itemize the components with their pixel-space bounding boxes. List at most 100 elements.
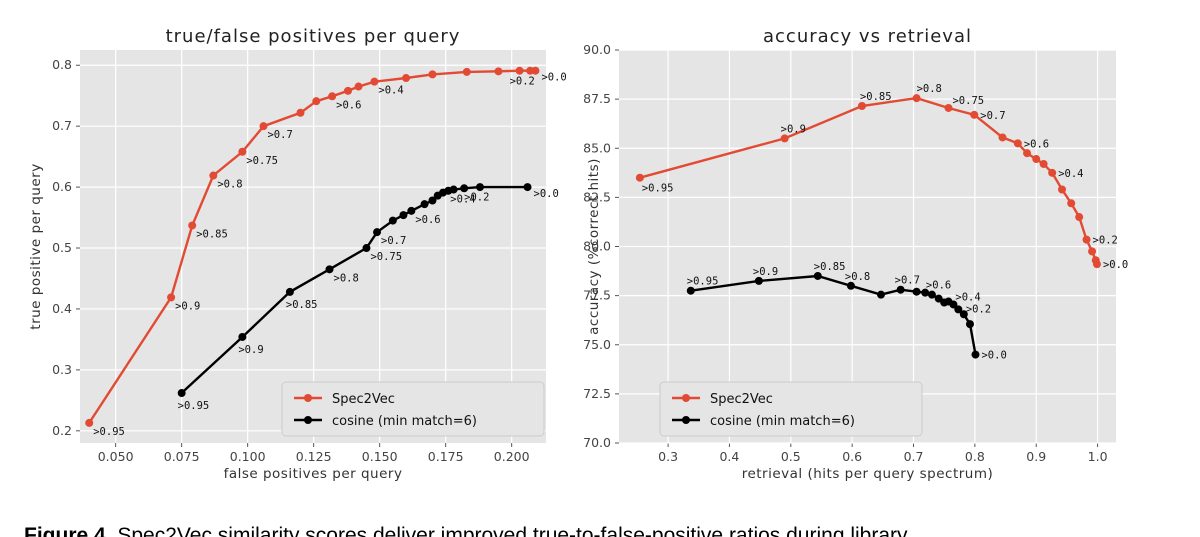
- data-point: [1067, 199, 1076, 208]
- data-point: [965, 320, 974, 329]
- data-point: [846, 281, 855, 290]
- y-tick-label: 0.7: [52, 118, 72, 133]
- data-point: [328, 92, 337, 101]
- caption-label: Figure 4.: [24, 524, 112, 537]
- data-point: [1058, 185, 1067, 194]
- data-point: [998, 133, 1007, 142]
- data-point: [927, 290, 936, 299]
- y-tick-label: 90.0: [583, 42, 611, 57]
- data-point: [1032, 155, 1041, 164]
- threshold-label: >0.6: [1024, 138, 1049, 150]
- data-point: [475, 183, 484, 192]
- data-point: [1013, 139, 1022, 148]
- x-tick-label: 0.6: [842, 449, 862, 464]
- y-tick-label: 85.0: [583, 140, 611, 155]
- threshold-label: >0.8: [334, 272, 359, 284]
- threshold-label: >0.4: [955, 291, 980, 303]
- x-tick-label: 0.8: [965, 449, 985, 464]
- data-point: [1088, 247, 1097, 256]
- y-tick-label: 80.0: [583, 239, 611, 254]
- data-point: [85, 418, 94, 427]
- y-tick-label: 72.5: [583, 386, 611, 401]
- y-tick-label: 0.4: [52, 301, 72, 316]
- threshold-label: >0.4: [378, 85, 403, 97]
- data-point: [420, 200, 429, 209]
- data-point: [188, 221, 197, 230]
- threshold-label: >0.0: [541, 72, 566, 84]
- y-tick-label: 0.6: [52, 179, 72, 194]
- data-point: [399, 211, 408, 220]
- data-point: [934, 294, 943, 303]
- threshold-label: >0.6: [415, 214, 440, 226]
- series-cosine: >0.95 >0.9 >0.85>0.8 >0.7 >0.6 >0.4>0.2 >0.0: [686, 261, 1007, 362]
- threshold-label: >0.4: [450, 194, 475, 206]
- data-point: [285, 287, 294, 296]
- x-tick-label: 0.075: [164, 449, 200, 464]
- x-tick-label: 0.175: [428, 449, 464, 464]
- threshold-label: >0.95: [687, 276, 719, 288]
- data-point: [857, 102, 866, 111]
- threshold-label: >0.2: [966, 303, 991, 315]
- x-tick-label: 0.4: [719, 449, 739, 464]
- data-point: [428, 196, 437, 205]
- data-point: [362, 244, 371, 253]
- threshold-label: >0.8: [217, 179, 242, 191]
- threshold-label: >0.8: [917, 83, 942, 95]
- data-point: [1023, 149, 1032, 158]
- y-tick-label: 77.5: [583, 288, 611, 303]
- plot-background: [80, 50, 546, 443]
- data-point: [971, 350, 980, 359]
- x-tick-label: 0.5: [781, 449, 801, 464]
- data-point: [970, 110, 979, 119]
- legend-swatch-marker: [304, 416, 312, 424]
- chart-title: accuracy vs retrieval: [763, 26, 972, 47]
- data-point: [259, 122, 268, 131]
- data-point: [1048, 168, 1057, 177]
- y-tick-label: 0.3: [52, 362, 72, 377]
- y-axis-label: true positive per query: [28, 163, 44, 329]
- data-point: [494, 67, 503, 76]
- data-point: [370, 77, 379, 86]
- data-point: [373, 228, 382, 237]
- threshold-label: >0.7: [381, 235, 406, 247]
- threshold-label: >0.85: [860, 91, 892, 103]
- data-point: [343, 86, 352, 95]
- x-axis-label: false positives per query: [224, 466, 403, 482]
- data-point: [921, 288, 930, 297]
- threshold-label: >0.9: [238, 344, 263, 356]
- data-point: [531, 66, 540, 75]
- data-point: [635, 173, 644, 182]
- threshold-label: >0.85: [814, 261, 846, 273]
- x-tick-label: 0.200: [494, 449, 530, 464]
- data-point: [428, 70, 437, 79]
- figure-caption: Figure 4. Spec2Vec similarity scores del…: [24, 508, 1184, 537]
- y-tick-label: 87.5: [583, 91, 611, 106]
- threshold-label: >0.95: [642, 183, 674, 195]
- data-point: [460, 184, 469, 193]
- threshold-label: >0.7: [895, 275, 920, 287]
- series-spec2vec: >0.95>0.9>0.85>0.8>0.75>0.7>0.6>0.4>0.2>…: [85, 66, 567, 438]
- data-point: [354, 82, 363, 91]
- threshold-label: >0.2: [510, 76, 535, 88]
- data-point: [1092, 260, 1101, 269]
- threshold-label: >0.85: [196, 228, 228, 240]
- threshold-label: >0.6: [926, 280, 951, 292]
- threshold-label: >0.85: [286, 299, 318, 311]
- threshold-label: >0.75: [246, 155, 278, 167]
- data-point: [167, 293, 176, 302]
- chart-accuracy-vs-retrieval: 0.3 0.4 0.5 0.6 0.7 0.8 0.9 1.0 70.0 72.5 75.0 77.5…: [583, 26, 1128, 482]
- y-tick-label: 82.5: [583, 189, 611, 204]
- legend-swatch-marker: [682, 394, 690, 402]
- threshold-label: >0.8: [845, 271, 870, 283]
- legend-entry-label: cosine (min match=6): [710, 414, 855, 429]
- threshold-label: >0.9: [753, 266, 778, 278]
- caption-text: Spec2Vec similarity scores deliver impro…: [117, 524, 908, 537]
- threshold-label: >0.7: [267, 129, 292, 141]
- data-point: [912, 287, 921, 296]
- data-point: [954, 305, 963, 314]
- threshold-label: >0.75: [370, 251, 402, 263]
- x-tick-label: 0.7: [904, 449, 924, 464]
- data-point: [1082, 235, 1091, 244]
- legend-swatch-marker: [682, 416, 690, 424]
- x-tick-label: 0.150: [362, 449, 398, 464]
